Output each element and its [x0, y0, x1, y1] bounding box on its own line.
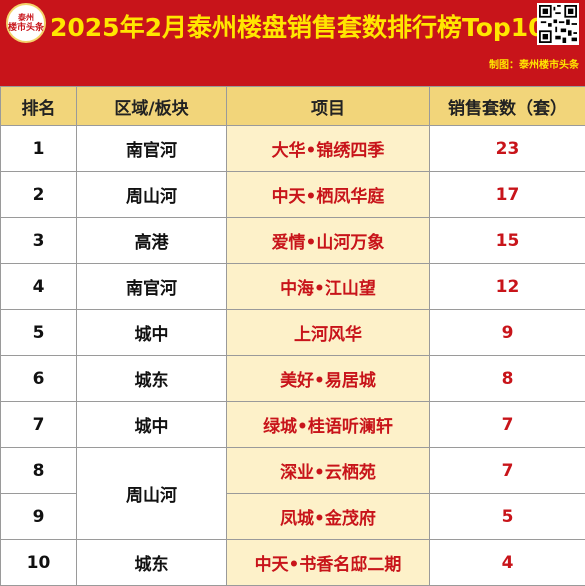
sales-cell: 4	[430, 540, 585, 586]
table-row: 7 城中 绿城•桂语听澜轩 7	[1, 402, 585, 448]
sales-cell: 7	[430, 448, 585, 494]
district-cell: 周山河	[77, 172, 227, 218]
table-row: 10 城东 中天•书香名邸二期 4	[1, 540, 585, 586]
table-header-row: 排名 区域/板块 项目 销售套数（套）	[1, 87, 585, 126]
rank-cell: 6	[1, 356, 77, 402]
logo-line1: 泰州	[18, 14, 34, 22]
district-cell: 城东	[77, 356, 227, 402]
rank-cell: 9	[1, 494, 77, 540]
rank-cell: 1	[1, 126, 77, 172]
rank-cell: 8	[1, 448, 77, 494]
table-row: 1 南官河 大华•锦绣四季 23	[1, 126, 585, 172]
sales-cell: 23	[430, 126, 585, 172]
rank-cell: 4	[1, 264, 77, 310]
sales-cell: 9	[430, 310, 585, 356]
project-cell: 绿城•桂语听澜轩	[227, 402, 430, 448]
brand-logo: 泰州 楼市头条	[6, 3, 46, 43]
project-cell: 上河风华	[227, 310, 430, 356]
sales-cell: 15	[430, 218, 585, 264]
header-banner: 泰州 楼市头条 2025年2月泰州楼盘销售套数排行榜Top10	[0, 0, 585, 86]
project-cell: 大华•锦绣四季	[227, 126, 430, 172]
sales-cell: 5	[430, 494, 585, 540]
column-header-sales: 销售套数（套）	[430, 87, 585, 126]
project-cell: 爱情•山河万象	[227, 218, 430, 264]
project-cell: 凤城•金茂府	[227, 494, 430, 540]
sales-cell: 8	[430, 356, 585, 402]
column-header-district: 区域/板块	[77, 87, 227, 126]
table-row: 6 城东 美好•易居城 8	[1, 356, 585, 402]
qr-code-icon	[537, 3, 579, 45]
rank-cell: 5	[1, 310, 77, 356]
table-row: 8 周山河 深业•云栖苑 7	[1, 448, 585, 494]
district-cell: 城中	[77, 310, 227, 356]
rank-cell: 3	[1, 218, 77, 264]
table-row: 4 南官河 中海•江山望 12	[1, 264, 585, 310]
table-row: 5 城中 上河风华 9	[1, 310, 585, 356]
rank-cell: 10	[1, 540, 77, 586]
district-cell: 南官河	[77, 126, 227, 172]
sales-cell: 17	[430, 172, 585, 218]
project-cell: 中天•书香名邸二期	[227, 540, 430, 586]
district-cell: 城东	[77, 540, 227, 586]
column-header-rank: 排名	[1, 87, 77, 126]
page-title: 2025年2月泰州楼盘销售套数排行榜Top10	[50, 8, 528, 44]
table-row: 3 高港 爱情•山河万象 15	[1, 218, 585, 264]
sales-cell: 7	[430, 402, 585, 448]
rank-cell: 2	[1, 172, 77, 218]
project-cell: 中天•栖凤华庭	[227, 172, 430, 218]
sales-cell: 12	[430, 264, 585, 310]
table-row: 2 周山河 中天•栖凤华庭 17	[1, 172, 585, 218]
project-cell: 深业•云栖苑	[227, 448, 430, 494]
project-cell: 中海•江山望	[227, 264, 430, 310]
credit-text: 制图：泰州楼市头条	[489, 56, 579, 71]
district-cell: 南官河	[77, 264, 227, 310]
district-cell: 城中	[77, 402, 227, 448]
district-cell: 高港	[77, 218, 227, 264]
district-cell-merged: 周山河	[77, 448, 227, 540]
project-cell: 美好•易居城	[227, 356, 430, 402]
ranking-table: 排名 区域/板块 项目 销售套数（套） 1 南官河 大华•锦绣四季 23 2 周…	[0, 86, 585, 586]
column-header-project: 项目	[227, 87, 430, 126]
logo-line2: 楼市头条	[8, 24, 44, 33]
rank-cell: 7	[1, 402, 77, 448]
